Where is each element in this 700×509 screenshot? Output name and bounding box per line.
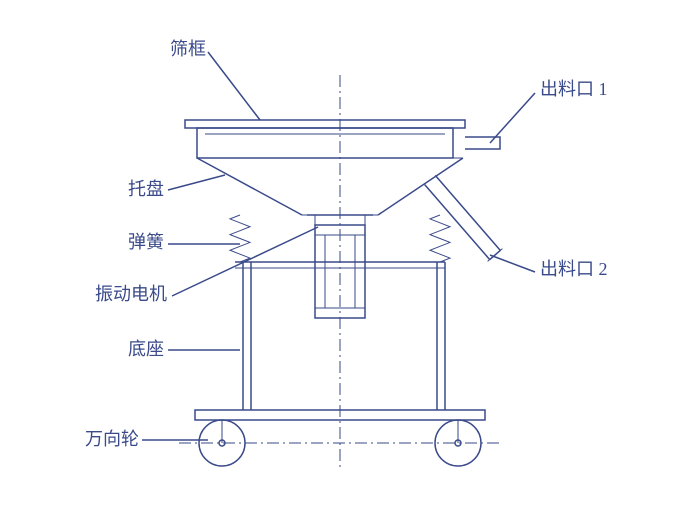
caster-label: 万向轮 — [85, 429, 139, 449]
schematic-canvas: 筛框出料口 1 托盘弹簧出料口 2 振动电机底座万向轮 — [0, 0, 700, 509]
sieve_frame-label: 筛框 — [170, 39, 206, 59]
base-label: 底座 — [128, 339, 164, 359]
tray-label: 托盘 — [128, 179, 164, 199]
vibration_motor-label: 振动电机 — [95, 284, 167, 304]
outlet_1-label: 出料口 1 — [540, 79, 608, 99]
outlet_2-label: 出料口 2 — [540, 259, 608, 279]
spring-label: 弹簧 — [128, 232, 164, 252]
